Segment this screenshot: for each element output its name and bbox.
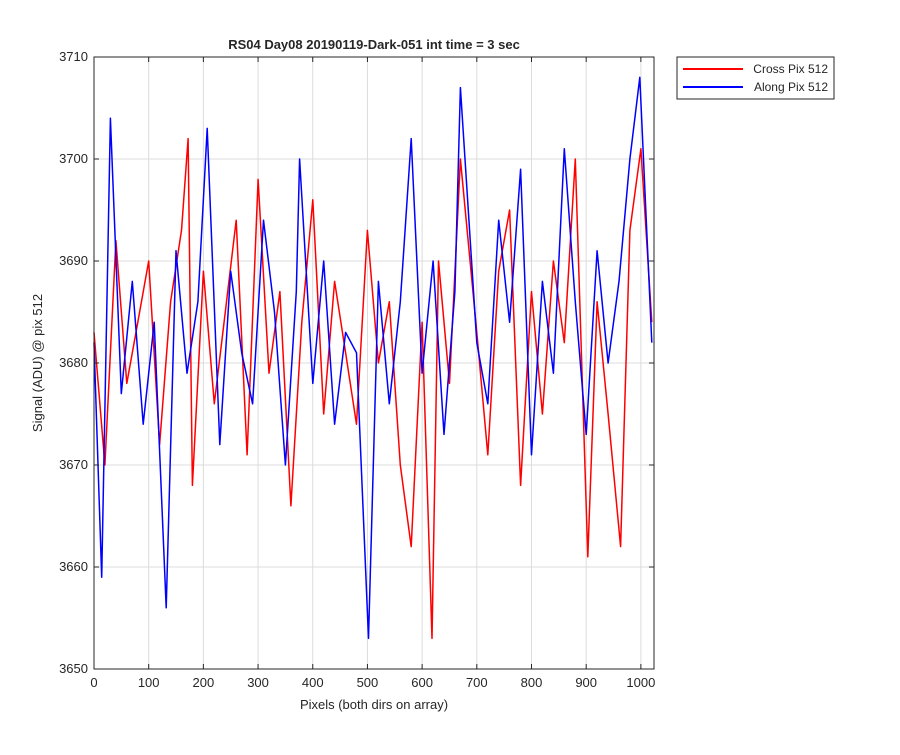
x-tick-label: 1000 xyxy=(626,675,655,690)
legend-label-cross: Cross Pix 512 xyxy=(753,62,828,76)
y-axis-label: Signal (ADU) @ pix 512 xyxy=(30,294,45,432)
y-tick-label: 3660 xyxy=(59,559,88,574)
x-tick-label: 900 xyxy=(575,675,597,690)
x-axis-label: Pixels (both dirs on array) xyxy=(300,697,448,712)
chart-title: RS04 Day08 20190119-Dark-051 int time = … xyxy=(228,37,520,52)
series-layer xyxy=(93,76,653,640)
y-tick-label: 3690 xyxy=(59,253,88,268)
y-tick-label: 3670 xyxy=(59,457,88,472)
x-tick-label: 600 xyxy=(411,675,433,690)
x-tick-label: 700 xyxy=(466,675,488,690)
y-tick-label: 3700 xyxy=(59,151,88,166)
x-tick-label: 500 xyxy=(357,675,379,690)
series-line-1 xyxy=(93,76,653,640)
x-tick-label: 100 xyxy=(138,675,160,690)
y-tick-label: 3680 xyxy=(59,355,88,370)
x-tick-label: 300 xyxy=(247,675,269,690)
x-tick-label: 0 xyxy=(90,675,97,690)
x-tick-label: 400 xyxy=(302,675,324,690)
x-tick-label: 800 xyxy=(521,675,543,690)
y-tick-label: 3650 xyxy=(59,661,88,676)
axis-ticks: 0 100 200 300 400 500 600 700 800 900 1000 3650 3660… xyxy=(59,49,655,690)
legend: Cross Pix 512 Along Pix 512 xyxy=(676,56,835,100)
legend-box xyxy=(676,56,835,100)
y-tick-label: 3710 xyxy=(59,49,88,64)
legend-label-along: Along Pix 512 xyxy=(754,80,828,94)
x-tick-label: 200 xyxy=(193,675,215,690)
